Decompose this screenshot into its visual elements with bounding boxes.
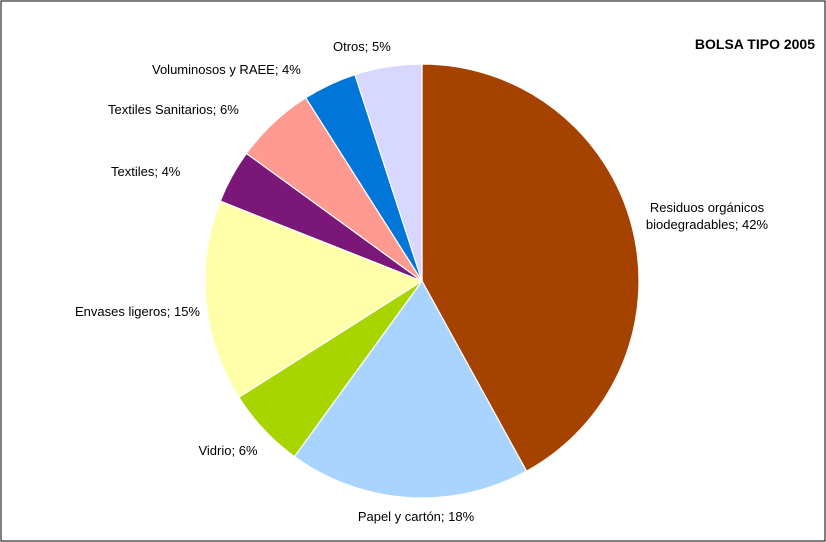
chart-title: BOLSA TIPO 2005	[695, 36, 815, 52]
slice-label-1: Residuos orgánicos biodegradables; 42%	[646, 200, 769, 232]
slice-label-line: Papel y cartón; 18%	[358, 509, 475, 524]
slice-label-3: Vidrio; 6%	[198, 443, 257, 458]
slice-label-line: Textiles; 4%	[111, 164, 181, 179]
slice-label-line: Envases ligeros; 15%	[75, 304, 200, 319]
slice-label-5: Textiles; 4%	[111, 164, 181, 179]
slice-label-line: Otros; 5%	[333, 39, 391, 54]
slice-label-7: Voluminosos y RAEE; 4%	[152, 62, 301, 77]
slice-label-line: Vidrio; 6%	[198, 443, 257, 458]
slice-label-8: Otros; 5%	[333, 39, 391, 54]
slice-labels: Residuos orgánicos biodegradables; 42% Pap…	[75, 39, 769, 524]
slice-label-line: Residuos orgánicos	[650, 200, 765, 215]
slice-label-4: Envases ligeros; 15%	[75, 304, 200, 319]
slice-label-line: Textiles Sanitarios; 6%	[108, 102, 239, 117]
pie-slices	[204, 63, 640, 499]
slice-label-2: Papel y cartón; 18%	[358, 509, 475, 524]
slice-label-6: Textiles Sanitarios; 6%	[108, 102, 239, 117]
slice-label-line: biodegradables; 42%	[646, 217, 769, 232]
slice-label-line: Voluminosos y RAEE; 4%	[152, 62, 301, 77]
pie-outline	[204, 63, 640, 499]
